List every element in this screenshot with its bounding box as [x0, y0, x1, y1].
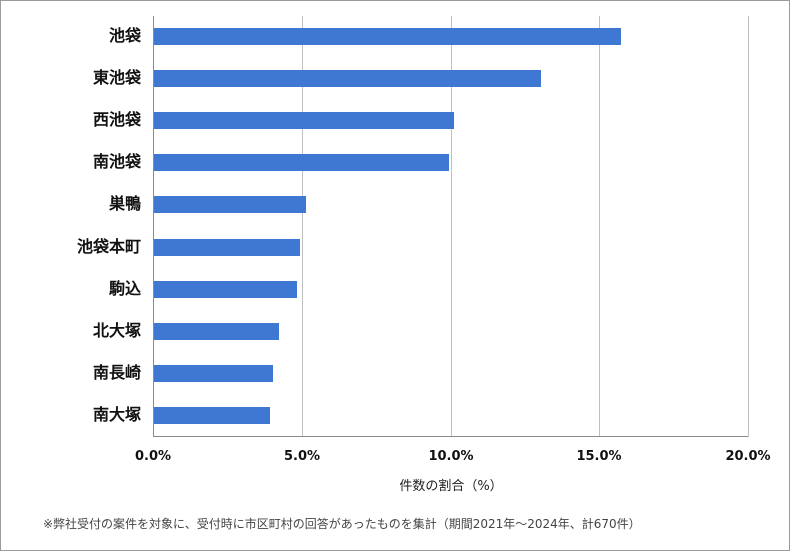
category-label: 南池袋	[92, 152, 141, 171]
gridline	[451, 16, 452, 437]
plot-area	[153, 16, 749, 437]
category-label: 東池袋	[92, 68, 141, 87]
bar	[154, 112, 454, 129]
bar	[154, 154, 449, 171]
bar	[154, 196, 306, 213]
bar	[154, 323, 279, 340]
category-label: 巣鴨	[108, 194, 141, 213]
category-label: 南大塚	[92, 405, 141, 424]
x-tick-label: 15.0%	[576, 449, 622, 464]
x-axis-line	[153, 436, 748, 437]
x-tick-label: 0.0%	[134, 449, 172, 464]
bar	[154, 407, 270, 424]
category-label: 池袋	[108, 26, 141, 45]
bar	[154, 239, 300, 256]
category-label: 南長崎	[92, 363, 141, 382]
gridline	[302, 16, 303, 437]
category-label: 池袋本町	[76, 237, 141, 256]
gridline	[599, 16, 600, 437]
y-axis-line	[153, 16, 154, 437]
bar	[154, 365, 273, 382]
bar	[154, 70, 541, 87]
category-label: 西池袋	[92, 110, 141, 129]
category-label: 北大塚	[92, 321, 141, 340]
x-tick-label: 10.0%	[428, 449, 474, 464]
footnote: ※弊社受付の案件を対象に、受付時に市区町村の回答があったものを集計（期間2021…	[43, 517, 641, 531]
x-axis-title: 件数の割合（%）	[399, 479, 503, 494]
bar	[154, 28, 621, 45]
x-tick-label: 20.0%	[725, 449, 771, 464]
x-tick-label: 5.0%	[283, 449, 321, 464]
gridline	[748, 16, 749, 437]
category-label: 駒込	[108, 279, 141, 298]
bar	[154, 281, 297, 298]
